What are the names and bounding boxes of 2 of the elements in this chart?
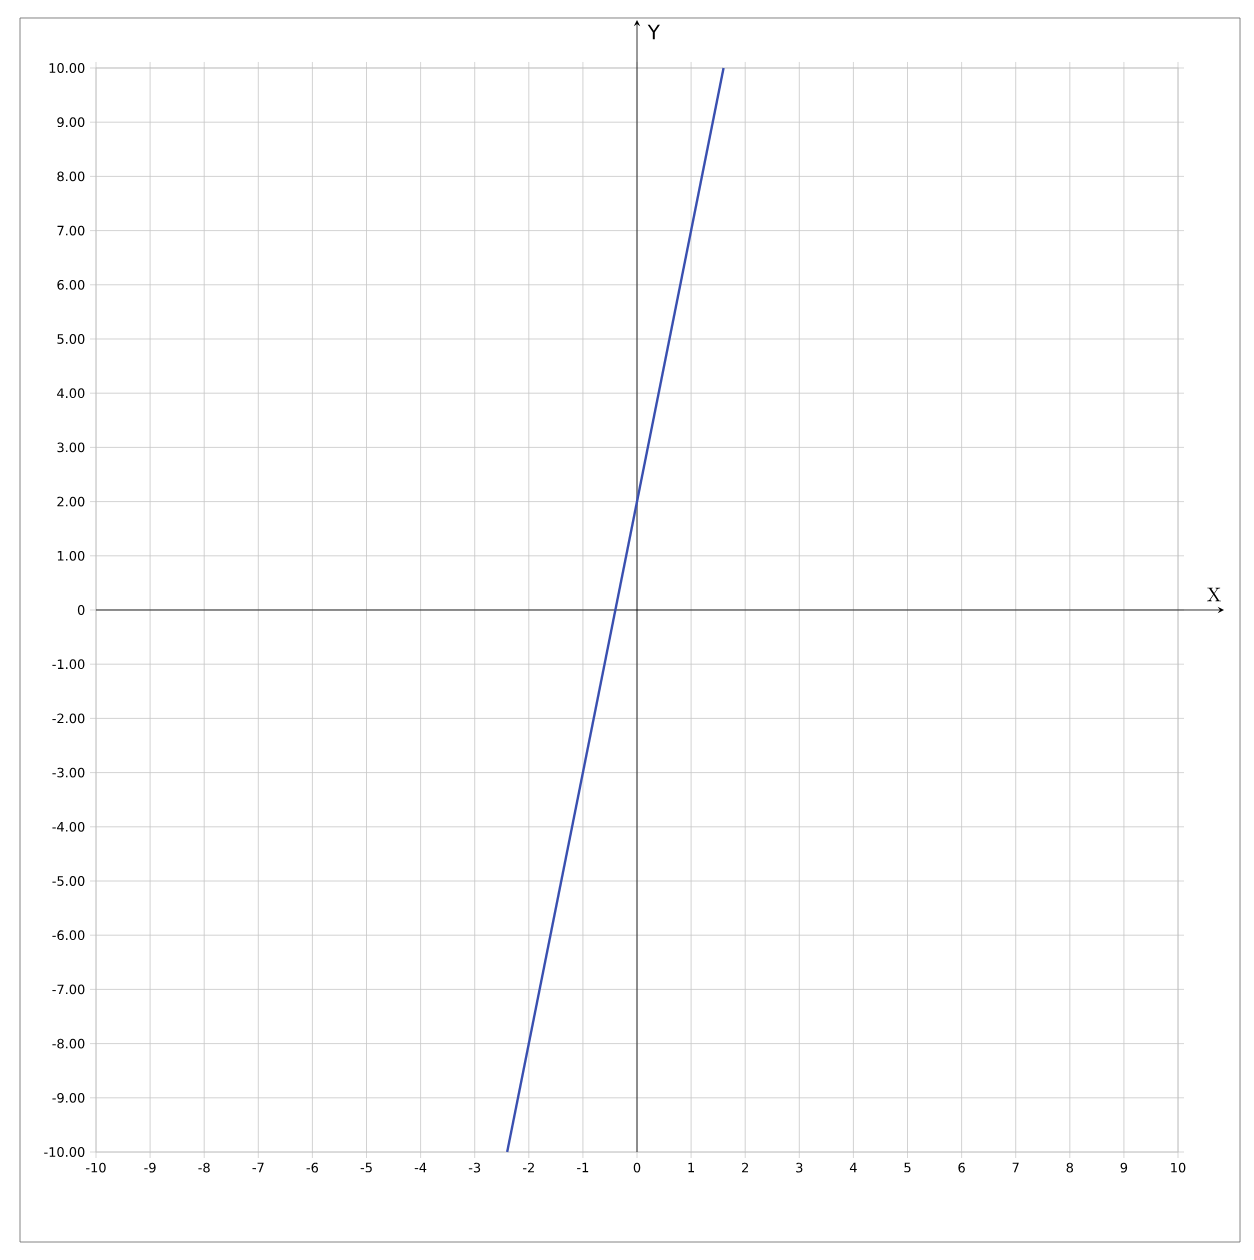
x-axis-title: X [1207,587,1222,602]
y-axis-title: Y [647,24,660,40]
